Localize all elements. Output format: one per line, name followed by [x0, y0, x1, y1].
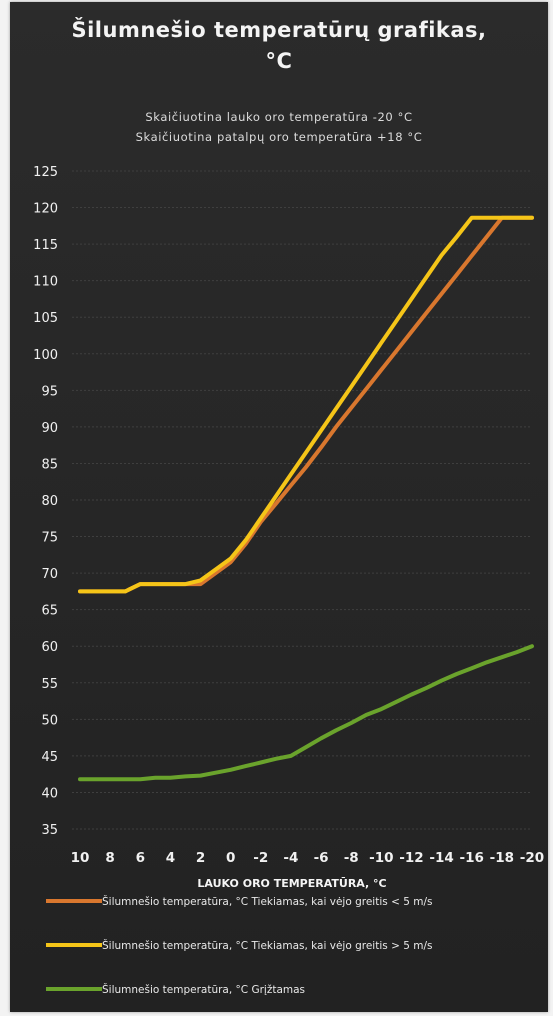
x-tick-label: 0	[226, 850, 235, 866]
y-tick-label: 105	[33, 311, 58, 326]
y-tick-label: 125	[33, 165, 58, 180]
x-tick-label: -12	[399, 850, 423, 866]
chart-subtitle-outdoor: Skaičiuotina lauko oro temperatūra -20 °…	[145, 110, 413, 124]
x-tick-label: 2	[196, 850, 205, 866]
y-tick-label: 70	[41, 567, 58, 582]
y-tick-label: 60	[41, 640, 58, 655]
y-tick-label: 35	[41, 823, 58, 838]
x-tick-label: -14	[429, 850, 453, 866]
y-tick-label: 40	[41, 786, 58, 801]
y-tick-label: 55	[41, 677, 58, 692]
x-tick-label: -2	[253, 850, 268, 866]
chart-title-unit: °C	[265, 49, 293, 73]
y-tick-label: 80	[41, 494, 58, 509]
series-line-2	[78, 215, 534, 594]
x-tick-label: -8	[344, 850, 359, 866]
legend-label-2: Šilumnešio temperatūra, °C Tiekiamas, ka…	[102, 939, 432, 952]
y-tick-label: 90	[41, 421, 58, 436]
y-tick-label: 45	[41, 750, 58, 765]
series-line-1	[78, 215, 534, 594]
x-tick-label: -4	[283, 850, 298, 866]
legend-label-3: Šilumnešio temperatūra, °C Grįžtamas	[102, 983, 305, 996]
x-tick-label: -10	[369, 850, 393, 866]
series-line-3	[78, 644, 534, 782]
y-tick-label: 75	[41, 531, 58, 546]
y-tick-label: 120	[33, 202, 58, 217]
chart-title: Šilumnešio temperatūrų grafikas,	[71, 18, 487, 42]
x-tick-label: -18	[490, 850, 514, 866]
y-tick-label: 115	[33, 238, 58, 253]
x-tick-label: -6	[314, 850, 329, 866]
x-tick-label: -20	[520, 850, 544, 866]
y-tick-label: 95	[41, 384, 58, 399]
y-tick-label: 65	[41, 604, 58, 619]
x-tick-label: -16	[460, 850, 484, 866]
x-tick-label: 6	[136, 850, 145, 866]
y-tick-label: 110	[33, 275, 58, 290]
x-tick-label: 4	[166, 850, 175, 866]
x-tick-label: 8	[105, 850, 114, 866]
chart-subtitle-indoor: Skaičiuotina patalpų oro temperatūra +18…	[135, 130, 423, 144]
x-tick-label: 10	[71, 850, 90, 866]
chart-panel: Šilumnešio temperatūrų grafikas, °C Skai…	[10, 2, 548, 1012]
y-tick-label: 85	[41, 457, 58, 472]
y-tick-label: 100	[33, 348, 58, 363]
legend-label-1: Šilumnešio temperatūra, °C Tiekiamas, ka…	[102, 895, 432, 908]
y-tick-label: 50	[41, 713, 58, 728]
x-axis-label: LAUKO ORO TEMPERATŪRA, °C	[197, 877, 386, 890]
